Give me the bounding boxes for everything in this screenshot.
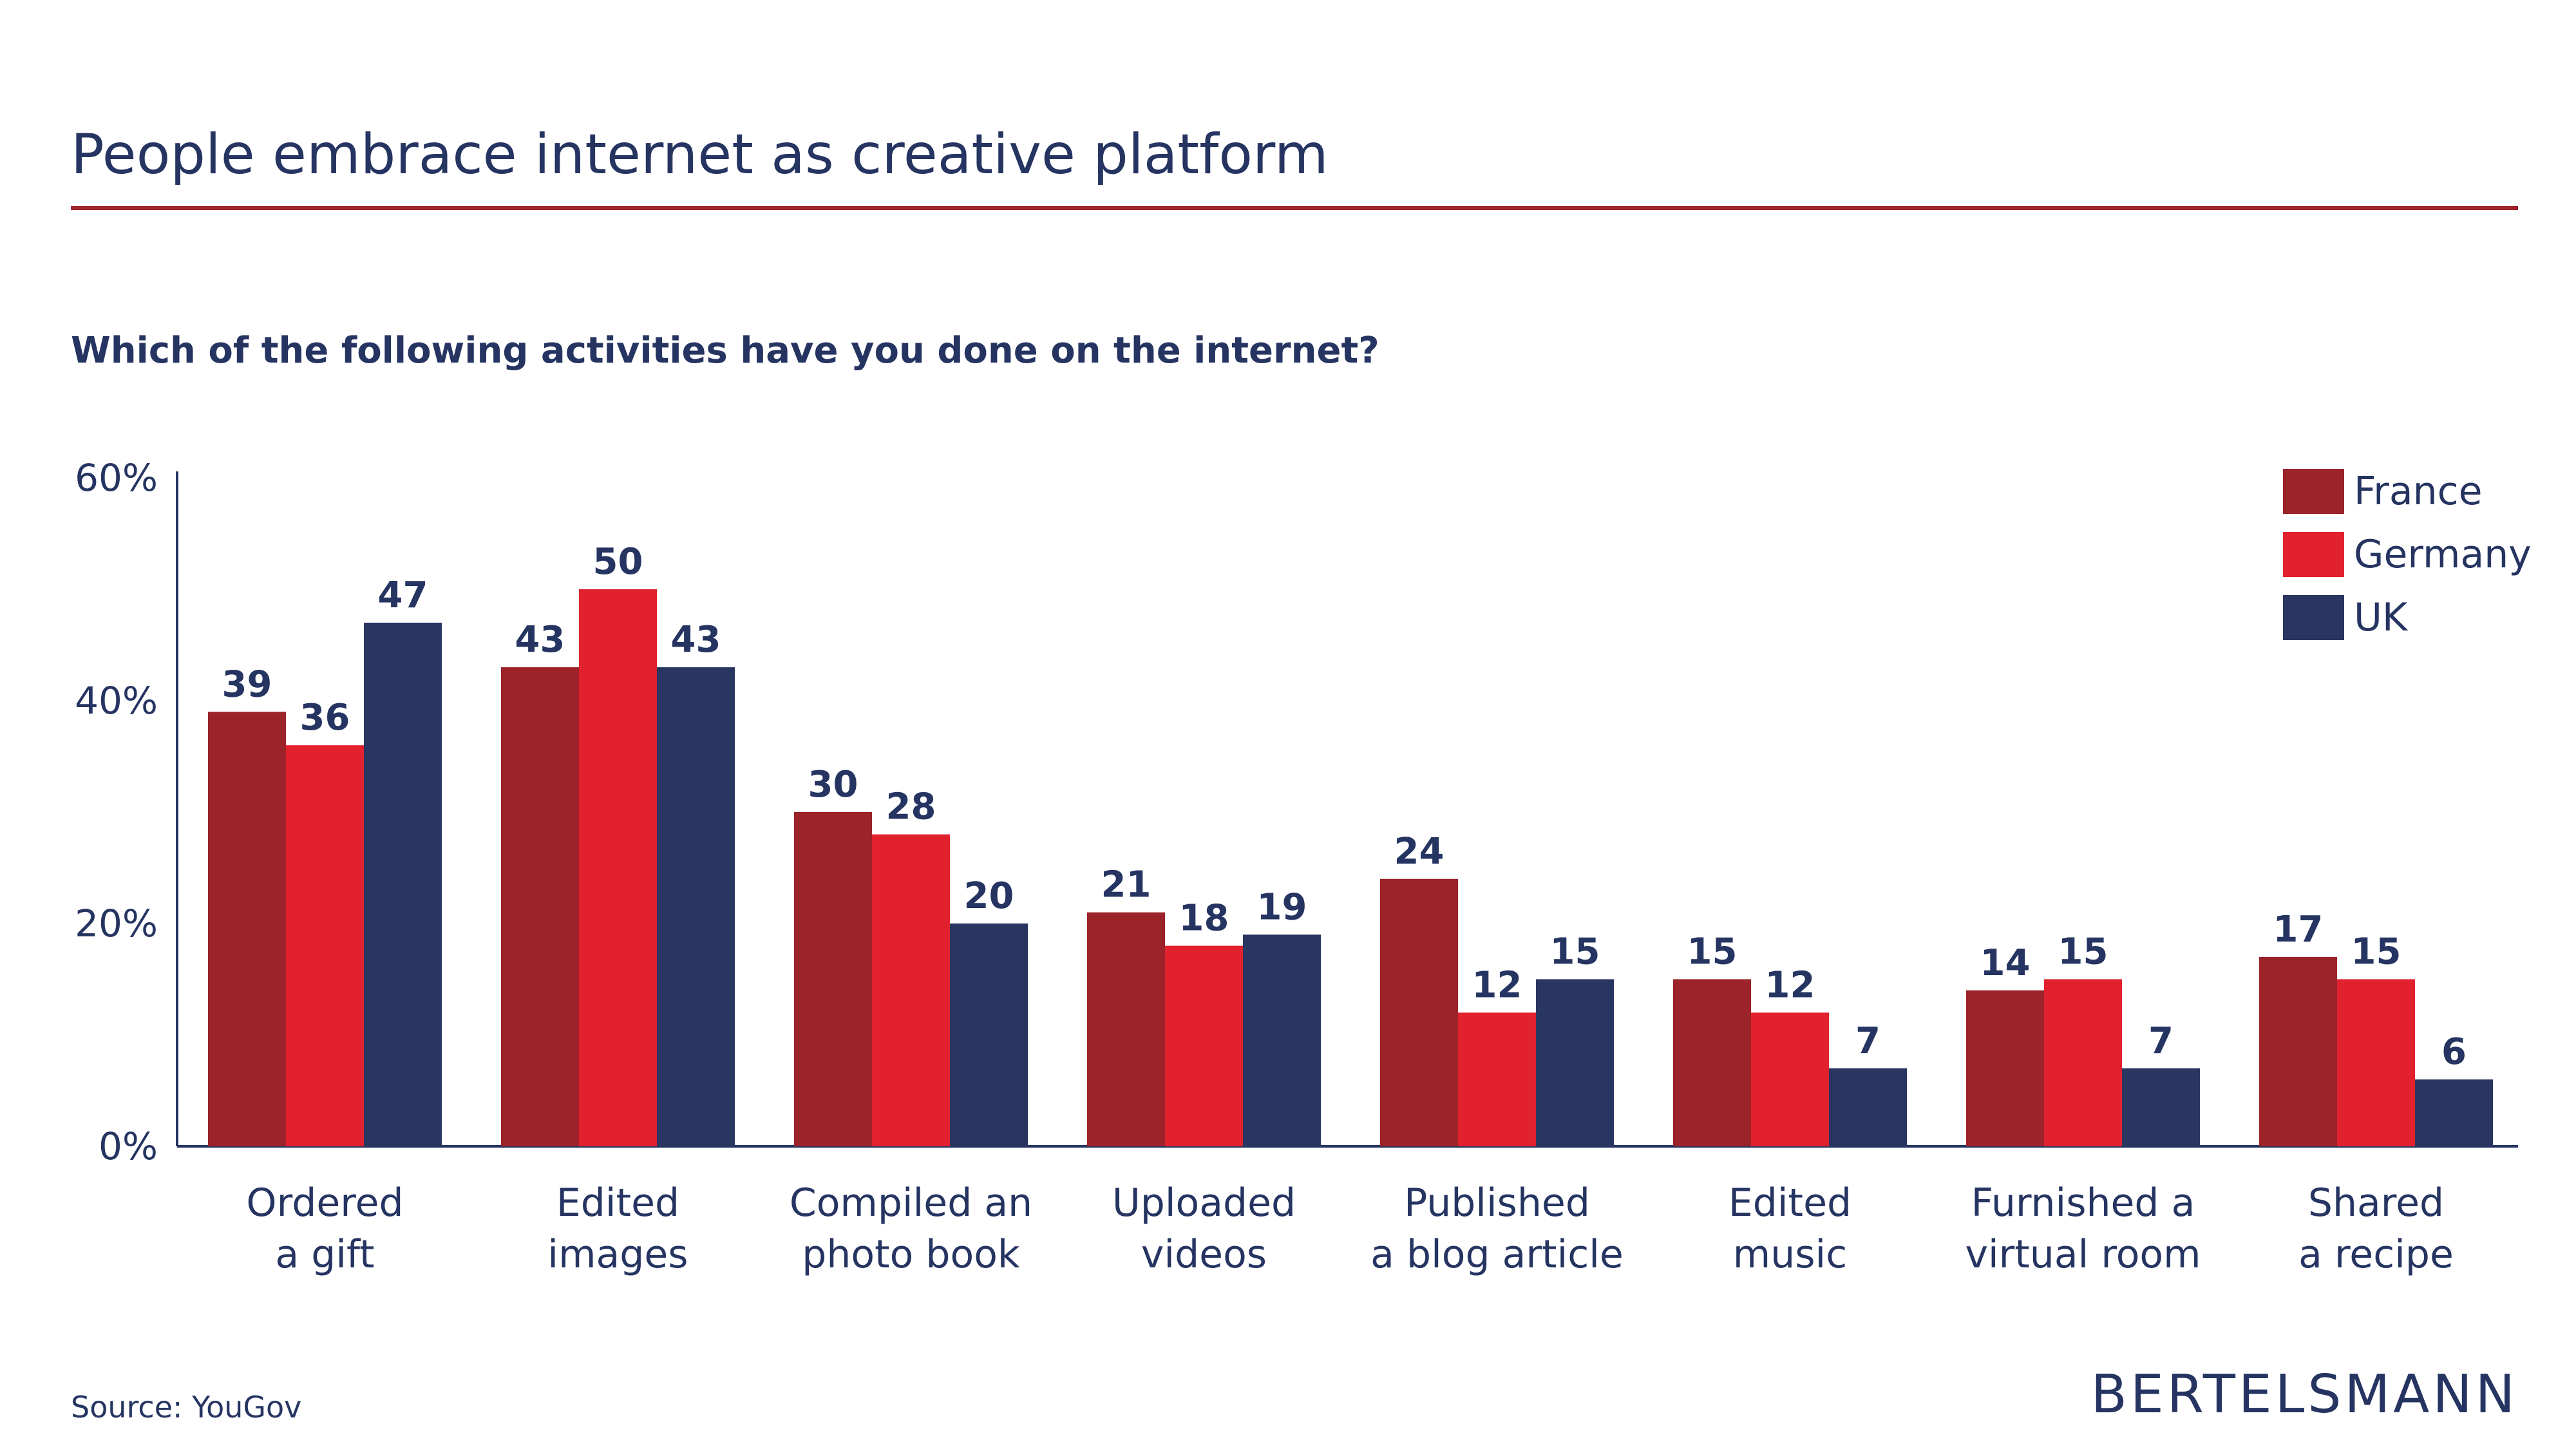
data-label: 39 <box>222 663 272 705</box>
x-tick-label-line: Edited <box>556 1180 679 1226</box>
data-label: 18 <box>1179 898 1229 940</box>
y-tick-label: 40% <box>75 679 158 723</box>
bar-germany <box>286 745 364 1146</box>
legend-label: France <box>2354 469 2483 514</box>
legend-swatch-uk <box>2283 595 2344 640</box>
bar-uk <box>364 622 442 1146</box>
y-tick-label: 0% <box>99 1124 158 1168</box>
bar-germany <box>1458 1012 1536 1146</box>
x-tick-label: Edited images <box>547 1180 688 1277</box>
bar-france <box>794 812 872 1146</box>
data-label: 17 <box>2273 909 2324 951</box>
data-label: 15 <box>1687 931 1738 973</box>
data-label: 14 <box>1980 942 2031 984</box>
data-label: 20 <box>964 875 1014 917</box>
x-tick-label-line: music <box>1733 1232 1847 1277</box>
data-label: 7 <box>2148 1020 2174 1062</box>
bar-france <box>208 712 286 1146</box>
legend-swatch-germany <box>2283 532 2344 577</box>
data-label: 28 <box>886 786 936 828</box>
chart-subtitle: Which of the following activities have y… <box>71 330 1379 372</box>
data-label: 6 <box>2441 1031 2467 1073</box>
bertelsmann-logo: BERTELSMANN <box>2090 1364 2518 1425</box>
x-tick-label-line: Edited <box>1728 1180 1852 1226</box>
data-label: 24 <box>1394 831 1444 873</box>
data-label: 15 <box>2058 931 2108 973</box>
bar-germany <box>1751 1012 1829 1146</box>
source-note: Source: YouGov <box>71 1390 302 1425</box>
x-tick-label-line: Ordered <box>246 1180 403 1226</box>
data-label: 7 <box>1855 1020 1880 1062</box>
bar-uk <box>1536 979 1614 1146</box>
x-tick-label: Shared a recipe <box>2298 1180 2454 1277</box>
bar-germany <box>2044 979 2122 1146</box>
data-label: 43 <box>671 619 721 661</box>
bar-germany <box>1165 945 1243 1146</box>
x-tick-label-line: virtual room <box>1965 1232 2201 1277</box>
y-tick-label: 60% <box>75 456 158 500</box>
bar-uk <box>657 667 735 1146</box>
x-tick-label-line: Shared <box>2308 1180 2444 1226</box>
x-tick-label: Ordered a gift <box>246 1180 403 1277</box>
data-label: 15 <box>1550 931 1600 973</box>
data-label: 12 <box>1472 964 1522 1006</box>
data-label: 21 <box>1101 864 1151 906</box>
bar-france <box>1673 979 1751 1146</box>
data-label: 43 <box>515 619 565 661</box>
bar-uk <box>2122 1068 2200 1146</box>
bar-france <box>501 667 579 1146</box>
bar-france <box>2259 956 2337 1146</box>
data-label: 36 <box>300 697 350 739</box>
bar-uk <box>1243 934 1321 1146</box>
title-divider <box>71 206 2518 210</box>
data-label: 30 <box>808 764 858 806</box>
bar-uk <box>2415 1079 2493 1146</box>
data-label: 50 <box>593 541 643 583</box>
x-tick-label: Edited music <box>1728 1180 1852 1277</box>
x-tick-label: Published a blog article <box>1370 1180 1624 1277</box>
bar-uk <box>1829 1068 1907 1146</box>
bar-germany <box>579 589 657 1146</box>
x-tick-label: Furnished a virtual room <box>1965 1180 2201 1277</box>
x-tick-label-line: a blog article <box>1370 1232 1624 1277</box>
legend-label: Germany <box>2354 532 2532 577</box>
x-tick-label-line: a gift <box>275 1232 374 1277</box>
data-label: 15 <box>2351 931 2401 973</box>
x-tick-label: Compiled an photo book <box>790 1180 1032 1277</box>
bar-germany <box>872 834 950 1146</box>
data-label: 12 <box>1765 964 1815 1006</box>
bar-uk <box>950 923 1028 1146</box>
x-tick-label: Uploaded videos <box>1112 1180 1296 1277</box>
x-tick-label-line: images <box>547 1232 688 1277</box>
x-tick-label-line: photo book <box>802 1232 1020 1277</box>
bar-germany <box>2337 979 2415 1146</box>
bar-france <box>1087 912 1165 1146</box>
data-label: 19 <box>1257 886 1307 928</box>
x-tick-label-line: videos <box>1141 1232 1267 1277</box>
y-tick-label: 20% <box>75 902 158 945</box>
legend-swatch-france <box>2283 469 2344 514</box>
bar-france <box>1380 878 1458 1146</box>
data-label: 47 <box>378 574 428 616</box>
x-tick-label-line: Uploaded <box>1112 1180 1296 1226</box>
x-tick-label-line: Furnished a <box>1971 1180 2195 1226</box>
legend-label: UK <box>2354 595 2409 640</box>
bar-france <box>1966 990 2044 1146</box>
x-tick-label-line: a recipe <box>2298 1232 2454 1277</box>
chart-title: People embrace internet as creative plat… <box>71 122 1329 187</box>
x-tick-label-line: Published <box>1404 1180 1590 1226</box>
x-tick-label-line: Compiled an <box>790 1180 1032 1226</box>
